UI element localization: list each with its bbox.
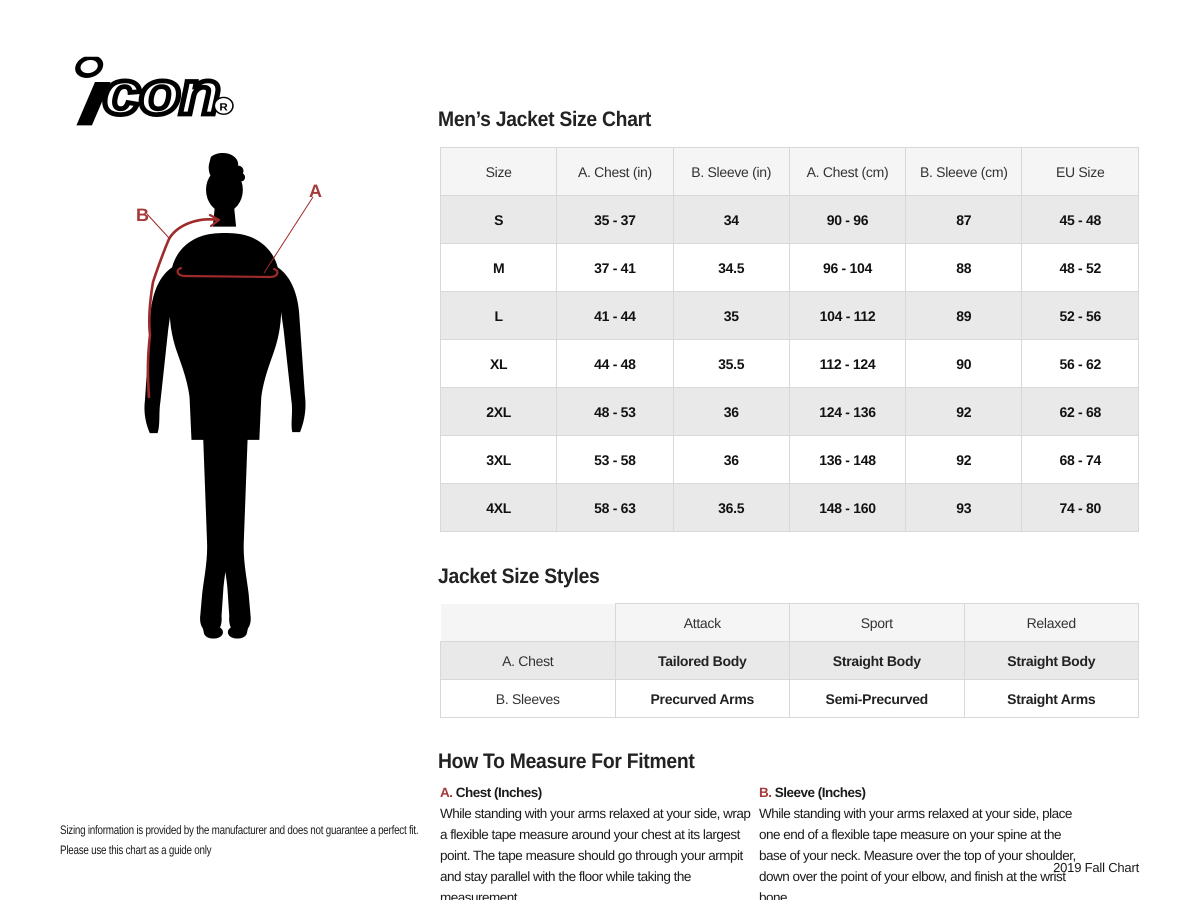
svg-text:B: B bbox=[136, 205, 149, 225]
svg-text:A: A bbox=[309, 181, 322, 201]
